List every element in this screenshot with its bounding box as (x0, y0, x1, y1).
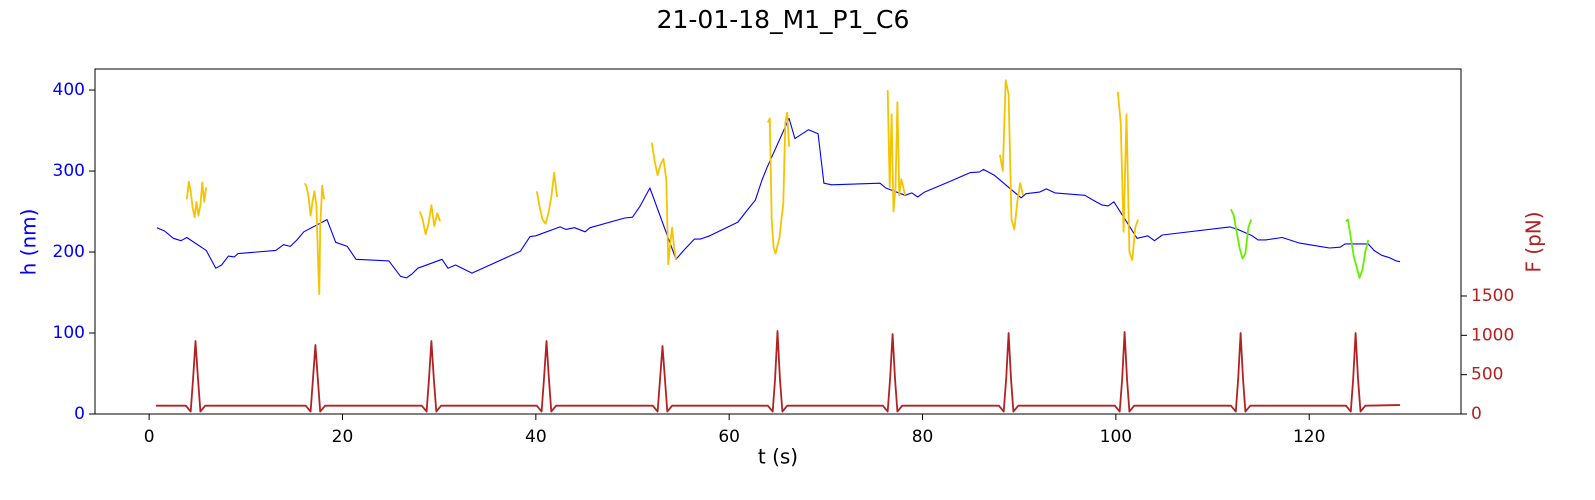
chart-title: 21-01-18_M1_P1_C6 (657, 5, 910, 34)
y-tick-label: 300 (53, 161, 85, 181)
y-tick-label: 200 (53, 242, 85, 262)
x-tick-label: 40 (525, 427, 547, 447)
y2-axis-label: F (pN) (1522, 211, 1546, 272)
y2-tick-label: 1000 (1471, 325, 1514, 345)
y-tick-label: 0 (74, 404, 85, 424)
y-tick-label: 100 (53, 323, 85, 343)
y2-tick-label: 500 (1471, 365, 1503, 385)
data-line (155, 330, 1401, 413)
x-tick-label: 100 (1100, 427, 1132, 447)
y2-tick-label: 1500 (1471, 286, 1514, 306)
y-axis-label: h (nm) (17, 209, 41, 276)
y-tick-label: 400 (53, 80, 85, 100)
data-line (1230, 208, 1370, 279)
data-line (185, 79, 1139, 295)
x-axis-label: t (s) (758, 445, 798, 469)
plot-frame (94, 68, 1462, 415)
x-tick-label: 120 (1293, 427, 1325, 447)
y2-tick-label: 0 (1471, 404, 1482, 424)
x-tick-label: 80 (912, 427, 934, 447)
x-tick-label: 20 (332, 427, 354, 447)
x-tick-label: 0 (144, 427, 155, 447)
x-tick-label: 60 (718, 427, 740, 447)
data-line (156, 117, 1401, 279)
